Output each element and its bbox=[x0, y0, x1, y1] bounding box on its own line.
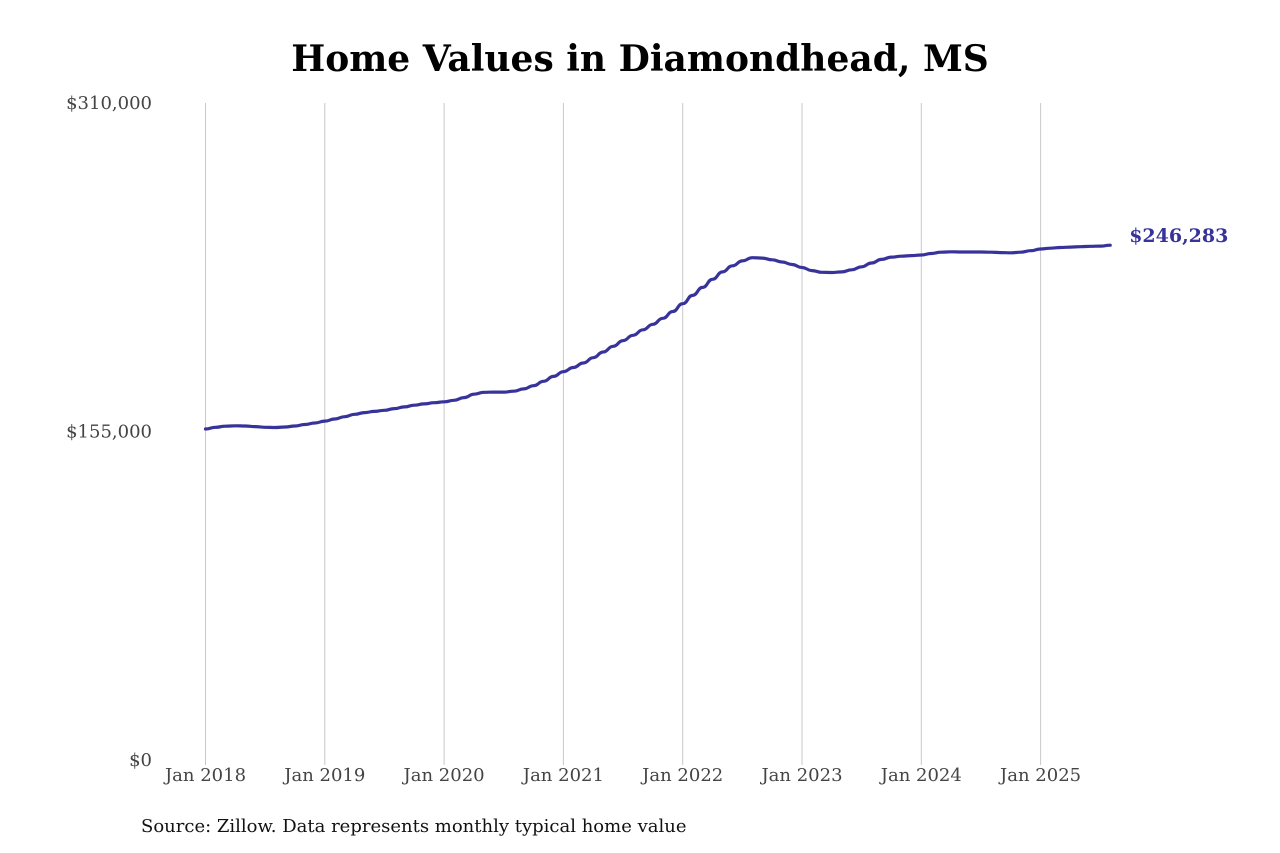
source-note: Source: Zillow. Data represents monthly … bbox=[141, 816, 687, 837]
grid-lines bbox=[205, 103, 1042, 765]
x-tick-label: Jan 2020 bbox=[402, 765, 485, 786]
x-tick-label: Jan 2025 bbox=[998, 765, 1081, 786]
y-tick-label: $155,000 bbox=[66, 422, 152, 443]
x-tick-label: Jan 2019 bbox=[282, 765, 365, 786]
x-axis-ticks: Jan 2018 Jan 2019 Jan 2020 Jan 2021 Jan 2022… bbox=[163, 765, 1081, 786]
y-tick-label: $0 bbox=[129, 750, 152, 771]
x-tick-label: Jan 2024 bbox=[879, 765, 962, 786]
series-layer bbox=[203, 243, 1112, 431]
x-tick-label: Jan 2018 bbox=[163, 765, 246, 786]
x-tick-label: Jan 2023 bbox=[759, 765, 842, 786]
y-axis-ticks: $0 $155,000 $310,000 bbox=[66, 93, 152, 771]
end-value-label: $246,283 bbox=[1129, 225, 1228, 247]
end-label-layer: $246,283 bbox=[1129, 225, 1228, 247]
x-tick-label: Jan 2021 bbox=[521, 765, 604, 786]
y-tick-label: $310,000 bbox=[66, 93, 152, 114]
chart-title: Home Values in Diamondhead, MS bbox=[291, 38, 989, 80]
x-tick-label: Jan 2022 bbox=[640, 765, 723, 786]
series-line bbox=[203, 243, 1112, 431]
